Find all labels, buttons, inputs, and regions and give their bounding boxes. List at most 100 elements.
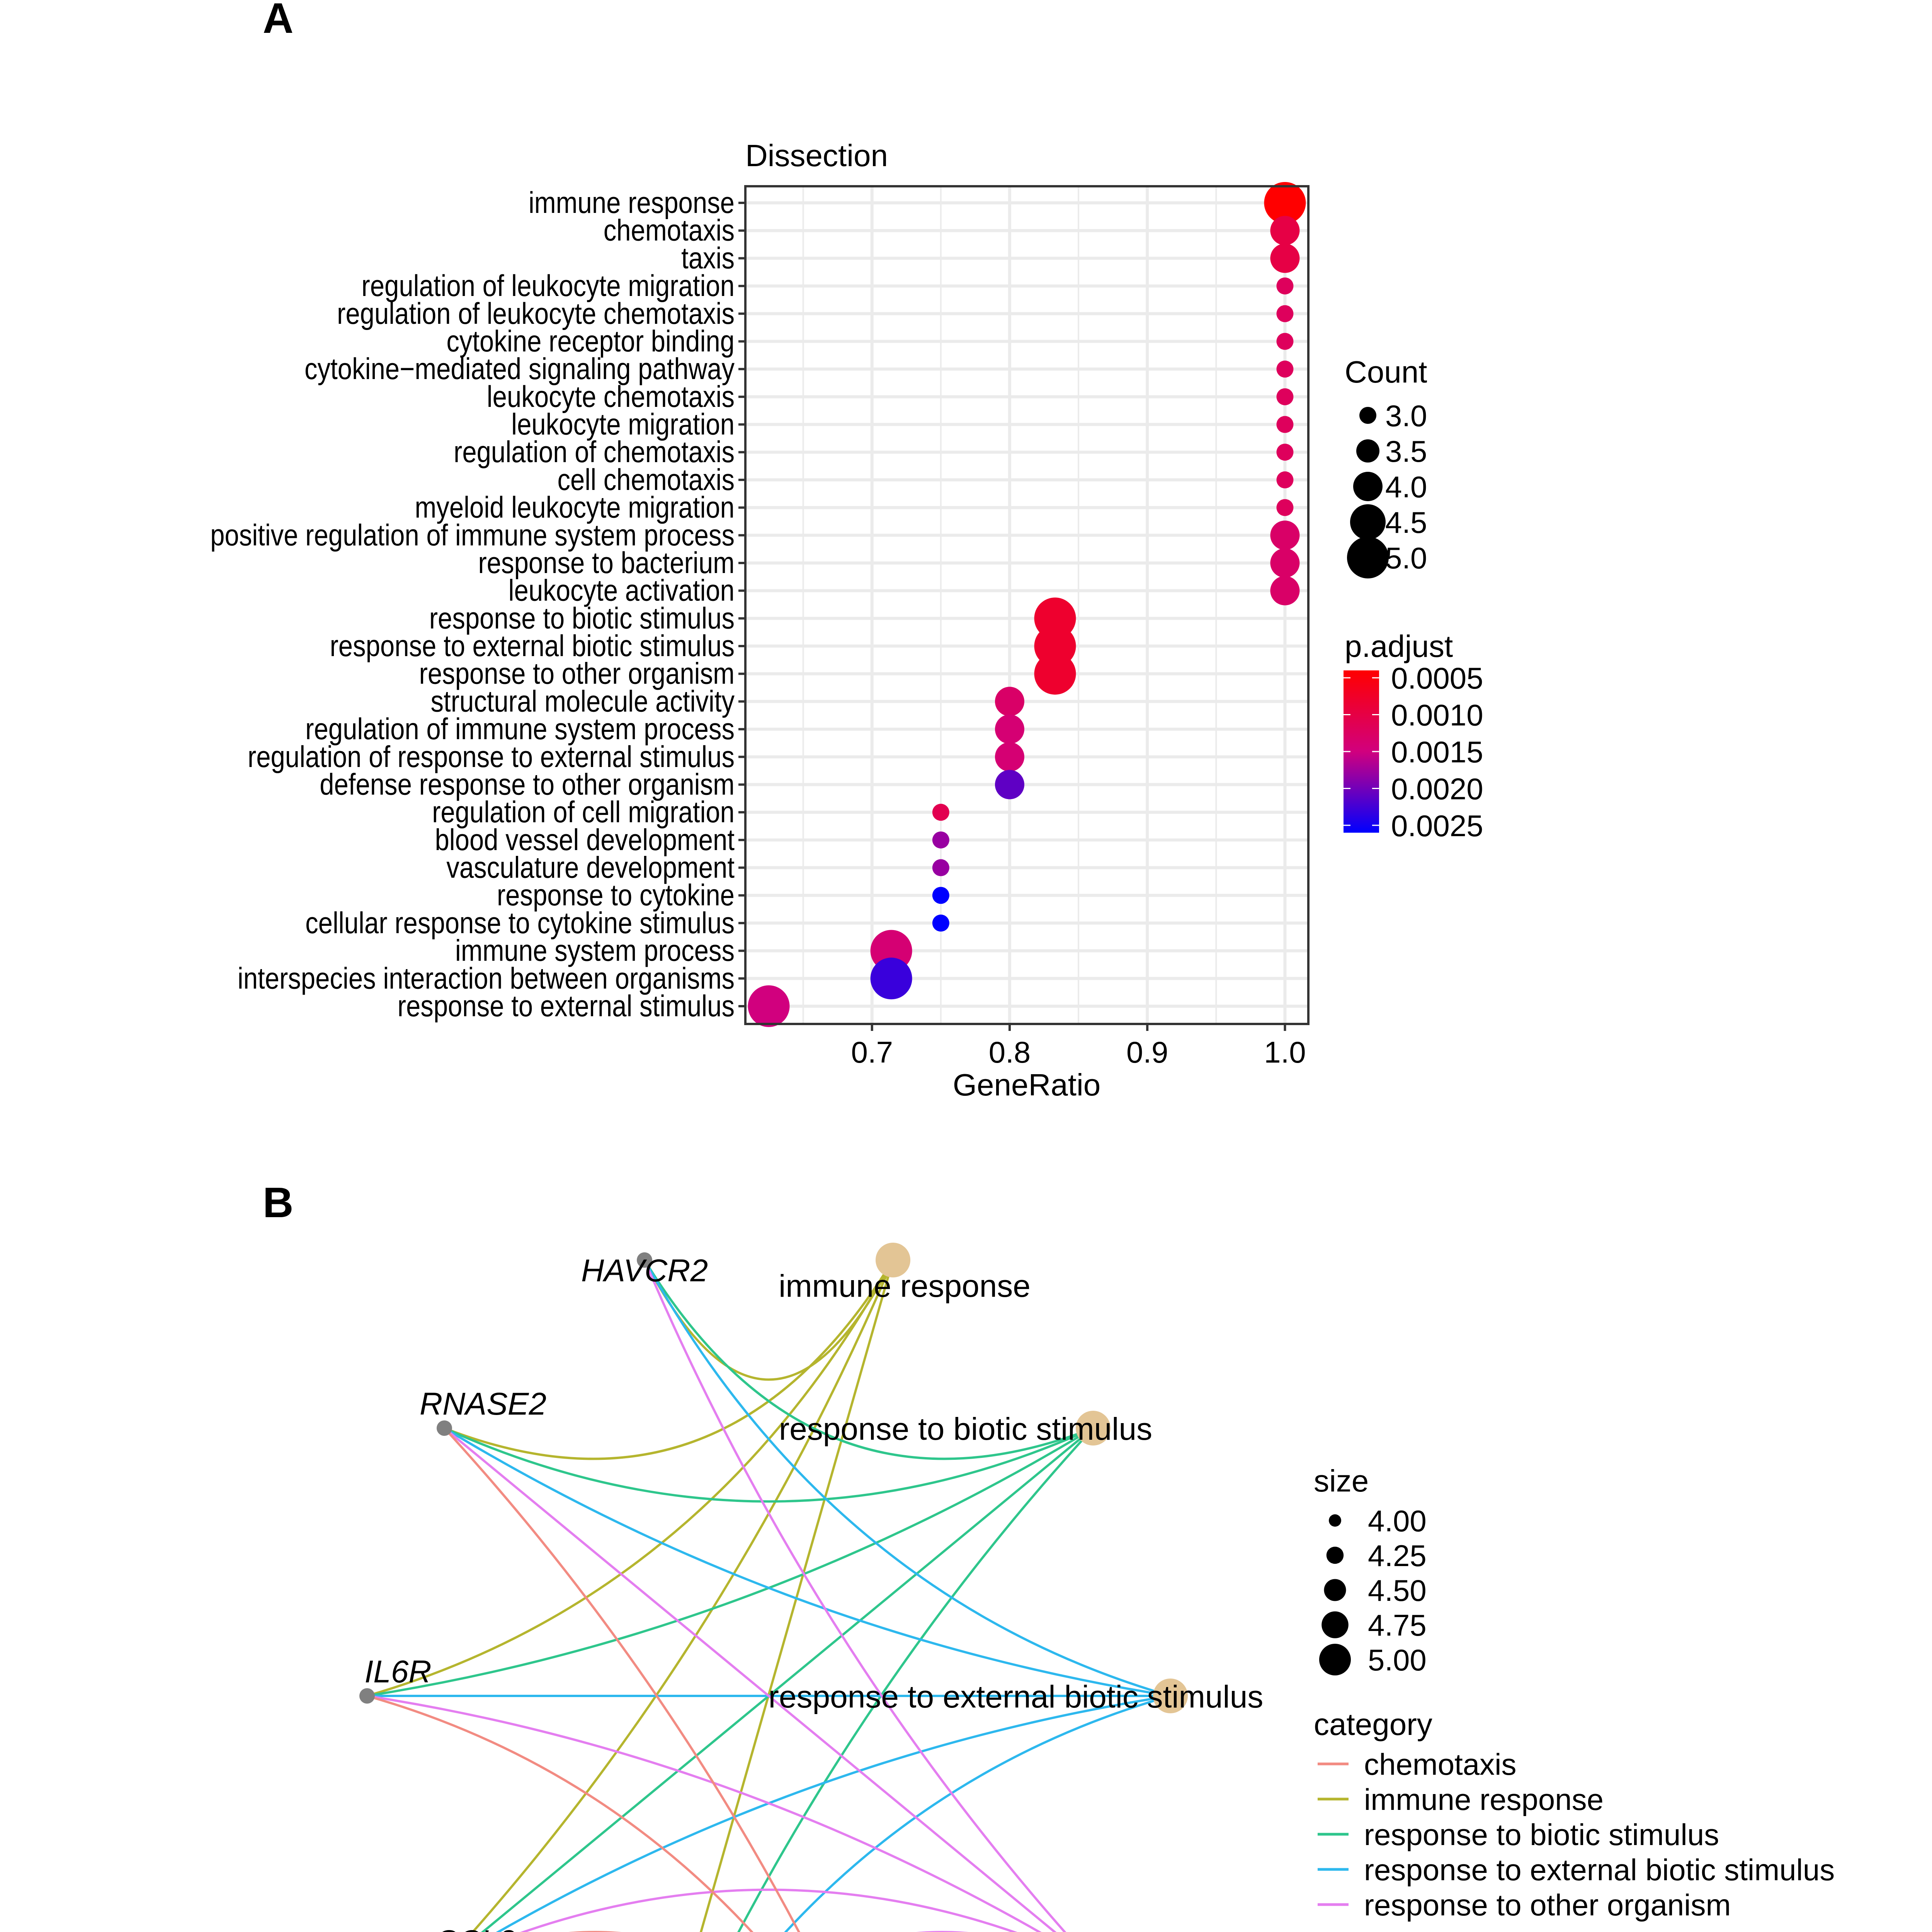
category-label: response to biotic stimulus	[779, 1412, 1152, 1447]
y-tick-label: regulation of leukocyte chemotaxis	[337, 297, 735, 330]
x-tick-label: 0.9	[1126, 1035, 1168, 1069]
legend-count-label: 4.0	[1385, 470, 1427, 504]
dot	[995, 687, 1024, 716]
y-tick-label: immune response	[529, 186, 735, 219]
y-tick-label: cellular response to cytokine stimulus	[305, 906, 735, 940]
dot	[1276, 333, 1294, 350]
legend-category-label: immune response	[1364, 1782, 1604, 1816]
edge	[443, 1427, 801, 1932]
y-tick-label: response to cytokine	[497, 879, 735, 912]
plot-border	[744, 185, 1310, 1025]
legend-count-title: Count	[1345, 355, 1427, 389]
y-tick-label: interspecies interaction between organis…	[238, 962, 735, 995]
edge	[471, 1259, 894, 1932]
dot	[995, 742, 1024, 772]
dot	[932, 831, 949, 849]
y-tick-label: blood vessel development	[435, 823, 735, 857]
y-tick-label: positive regulation of immune system pro…	[210, 519, 735, 552]
y-tick-label: cell chemotaxis	[558, 463, 735, 497]
legend-size-key	[1326, 1546, 1344, 1564]
edge	[367, 1427, 1094, 1697]
y-tick-label: response to bacterium	[478, 546, 735, 580]
dot	[1270, 216, 1300, 245]
legend-count-label: 5.0	[1385, 541, 1427, 575]
dot	[1276, 305, 1294, 322]
y-tick-label: vasculature development	[446, 851, 735, 884]
dot	[932, 859, 949, 876]
gene-node	[637, 1252, 652, 1268]
grid	[745, 186, 1308, 1024]
legend-size-key	[1319, 1644, 1351, 1675]
y-tick-label: regulation of response to external stimu…	[248, 740, 735, 774]
dot	[1270, 243, 1300, 273]
colorbar-label: 0.0005	[1391, 661, 1483, 695]
dots-layer	[748, 182, 1306, 1027]
y-tick-label: leukocyte migration	[511, 408, 735, 441]
dot	[748, 985, 790, 1027]
edge	[700, 1260, 894, 1932]
edge	[444, 1427, 1171, 1697]
y-tick-label: myeloid leukocyte migration	[415, 491, 735, 524]
edge	[444, 1259, 894, 1460]
legend-size: size 4.004.254.504.755.00	[1314, 1464, 1427, 1677]
dot	[1264, 182, 1306, 224]
legend-count: Count 3.03.54.04.55.0	[1345, 355, 1427, 578]
edge	[367, 1695, 1042, 1932]
legend-count-label: 3.0	[1385, 399, 1427, 433]
legend-size-title: size	[1314, 1464, 1369, 1498]
nodes-layer: HAVCR2RNASE2IL6RCCL2CXCL8immune response…	[359, 1243, 1263, 1932]
dot	[1270, 548, 1300, 578]
y-tick-label: regulation of cell migration	[432, 795, 735, 829]
dot	[932, 804, 949, 821]
gene-label: RNASE2	[420, 1386, 546, 1422]
y-tick-label: leukocyte chemotaxis	[487, 380, 735, 413]
colorbar-label: 0.0010	[1391, 698, 1483, 732]
legend-count-key	[1353, 472, 1383, 501]
legend-category-label: response to other organism	[1364, 1888, 1731, 1922]
legend-size-label: 4.25	[1368, 1539, 1427, 1573]
panel-b-network: B HAVCR2RNASE2IL6RCCL2CXCL8immune respon…	[263, 1179, 1835, 1932]
legend-category-label: chemotaxis	[1364, 1747, 1517, 1781]
gene-node	[437, 1420, 452, 1436]
edge	[520, 1888, 1018, 1932]
edge	[643, 1259, 1094, 1460]
legend-count-key	[1350, 504, 1386, 540]
dot	[870, 957, 912, 1000]
legend-category-label: response to biotic stimulus	[1364, 1818, 1719, 1852]
legend-count-key	[1347, 537, 1389, 578]
y-tick-label: regulation of immune system process	[305, 712, 735, 746]
y-tick-label: leukocyte activation	[509, 574, 735, 607]
y-tick-label: defense response to other organism	[320, 768, 735, 801]
category-node	[1153, 1679, 1188, 1713]
edge	[367, 1259, 894, 1697]
edge	[643, 1259, 1066, 1932]
edge	[496, 1695, 1171, 1932]
plot-background	[745, 186, 1308, 1024]
dot	[1034, 653, 1076, 695]
panel-a-label: A	[263, 0, 293, 42]
legend-category-label: response to external biotic stimulus	[1364, 1853, 1835, 1887]
legend-size-label: 5.00	[1368, 1643, 1427, 1677]
y-tick-label: immune system process	[455, 934, 735, 968]
legend-size-label: 4.00	[1368, 1504, 1427, 1538]
colorbar-label: 0.0025	[1391, 809, 1483, 843]
legend-count-label: 4.5	[1385, 505, 1427, 539]
dot	[1270, 576, 1300, 605]
chart-title: Dissection	[745, 138, 888, 173]
legend-padjust-title: p.adjust	[1345, 629, 1453, 663]
legend-count-key	[1356, 439, 1379, 463]
dot	[932, 887, 949, 904]
legend-category-title: category	[1314, 1707, 1432, 1742]
panel-b-label: B	[263, 1179, 293, 1226]
legend-size-key	[1324, 1579, 1346, 1601]
edge	[643, 1259, 1171, 1697]
gene-label: HAVCR2	[581, 1253, 708, 1288]
edge	[367, 1695, 753, 1932]
edge	[784, 1695, 1171, 1932]
dot	[1276, 444, 1294, 461]
panel-a-dotplot: A Dissection immune responsechemotaxista…	[210, 0, 1483, 1102]
y-tick-label: response to external biotic stimulus	[330, 629, 735, 663]
